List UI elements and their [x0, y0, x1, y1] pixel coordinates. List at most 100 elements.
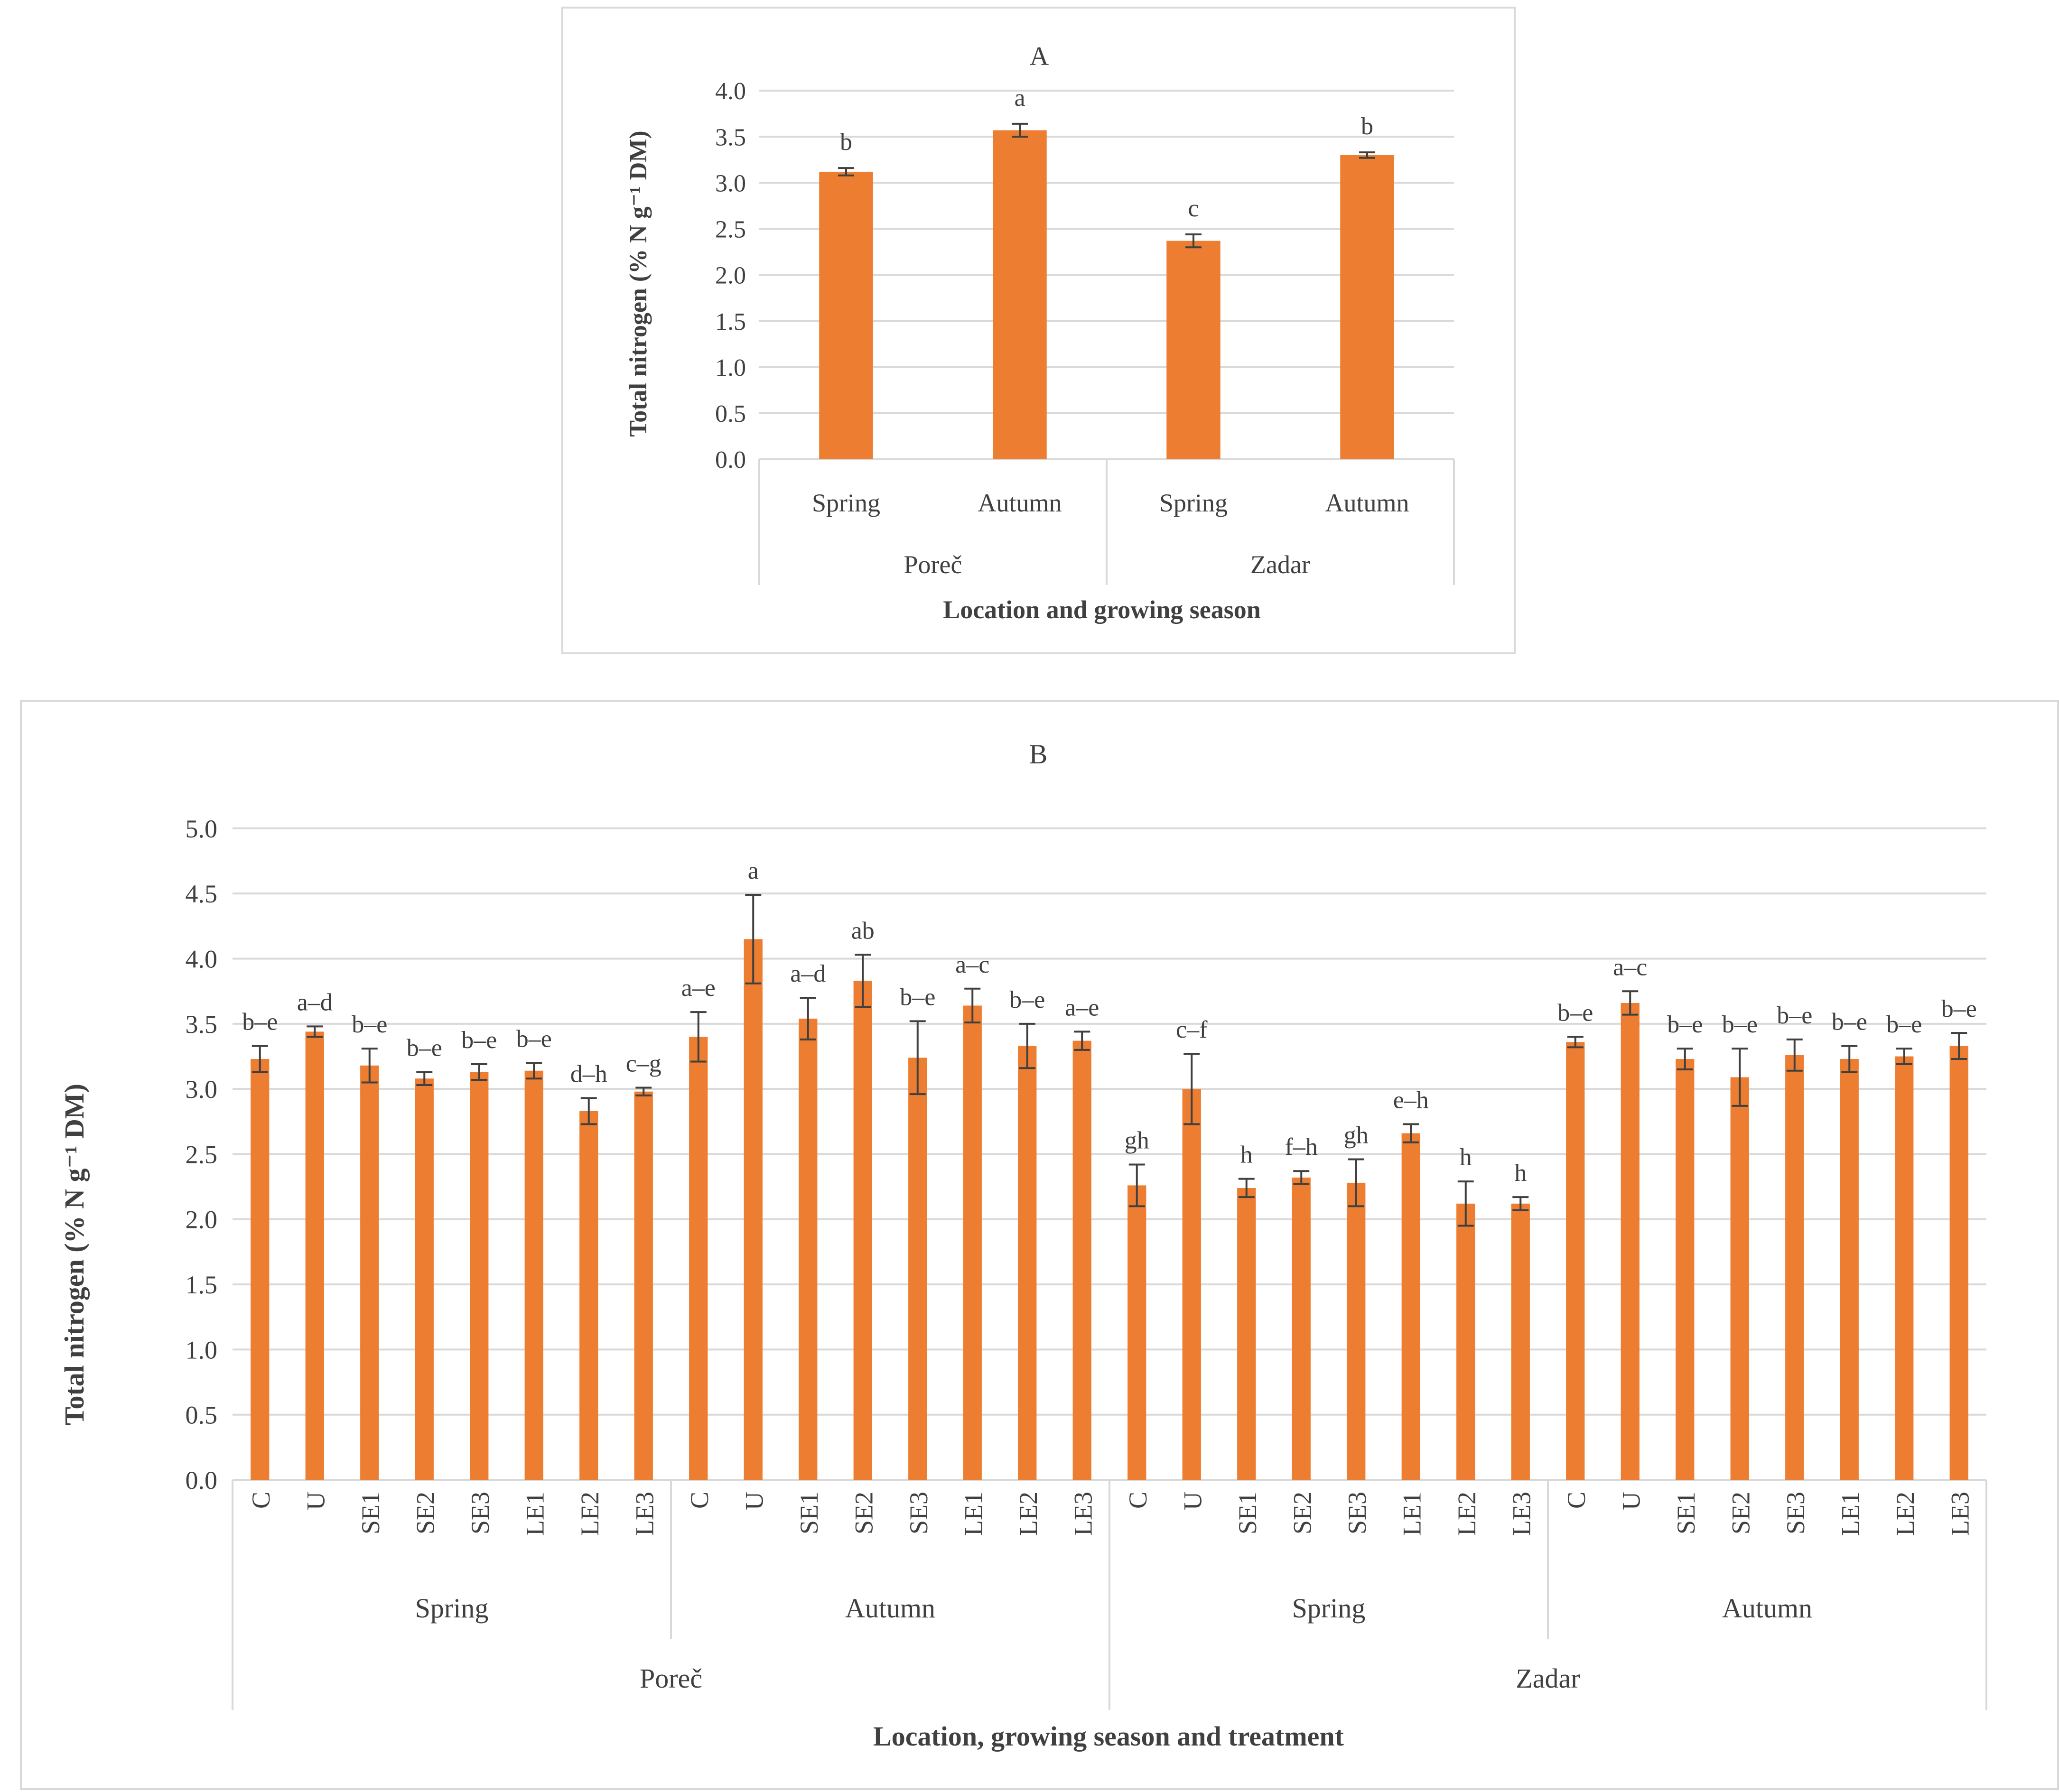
significance-letter: b–e [516, 1025, 552, 1052]
x-treatment-label: C [1124, 1492, 1152, 1509]
y-tick-label: 2.0 [715, 262, 746, 289]
x-treatment-label: LE3 [630, 1492, 659, 1536]
x-season-label: Autumn [845, 1593, 935, 1624]
bar [853, 981, 872, 1480]
x-treatment-label: SE1 [356, 1492, 385, 1534]
significance-letter: b–e [242, 1009, 278, 1036]
x-location-label: Poreč [640, 1663, 702, 1694]
bar [1676, 1059, 1695, 1480]
y-tick-label: 3.0 [186, 1075, 218, 1104]
y-tick-label: 0.0 [186, 1466, 218, 1495]
x-treatment-label: SE3 [1781, 1492, 1810, 1534]
significance-letter: b–e [407, 1035, 442, 1062]
y-tick-label: 0.0 [715, 446, 746, 474]
bar [993, 130, 1047, 460]
chart-b-ylabel: Total nitrogen (% N g⁻¹ DM) [59, 1084, 90, 1425]
x-location-label: Zadar [1516, 1663, 1580, 1694]
bar [1401, 1133, 1420, 1480]
significance-letter: a–e [681, 975, 716, 1002]
bar [1895, 1056, 1914, 1480]
chart-a-xlabel: Location and growing season [943, 595, 1261, 624]
x-category-label: Spring [1159, 489, 1228, 517]
chart-a-ylabel: Total nitrogen (% N g⁻¹ DM) [625, 130, 652, 436]
y-tick-label: 2.5 [715, 216, 746, 243]
x-treatment-label: LE1 [959, 1492, 988, 1536]
bar [1347, 1182, 1366, 1480]
bar [415, 1078, 434, 1480]
significance-letter: f–h [1285, 1133, 1318, 1161]
y-tick-label: 0.5 [186, 1401, 218, 1430]
bar [1785, 1055, 1804, 1480]
bar [360, 1065, 379, 1480]
x-season-label: Spring [415, 1593, 489, 1624]
y-tick-label: 0.5 [715, 400, 746, 427]
bar [1182, 1089, 1201, 1480]
bar [1566, 1042, 1585, 1480]
bar [1949, 1046, 1968, 1480]
significance-letter: b–e [900, 984, 935, 1011]
bar [305, 1031, 324, 1480]
x-treatment-label: U [301, 1492, 330, 1510]
x-treatment-label: SE2 [411, 1492, 439, 1534]
significance-letter: a–e [1065, 994, 1099, 1021]
x-treatment-label: U [1617, 1492, 1645, 1510]
significance-letter: b–e [1886, 1011, 1922, 1038]
significance-letter: b–e [1722, 1011, 1758, 1038]
bar [251, 1059, 270, 1480]
significance-letter: gh [1125, 1127, 1149, 1154]
x-treatment-label: SE3 [1343, 1492, 1371, 1534]
chart-b-svg: B Total nitrogen (% N g⁻¹ DM) Location, … [59, 739, 1987, 1752]
y-tick-label: 3.5 [715, 124, 746, 151]
x-category-label: Autumn [978, 489, 1062, 517]
bar [1840, 1059, 1859, 1480]
significance-letter: h [1460, 1144, 1472, 1171]
chart-b-xlabel: Location, growing season and treatment [873, 1721, 1344, 1752]
significance-letter: b [1361, 113, 1373, 140]
bar [1730, 1077, 1749, 1480]
significance-letter: c–f [1176, 1016, 1208, 1043]
significance-letter: b–e [1667, 1011, 1703, 1038]
bar [963, 1005, 982, 1480]
x-treatment-label: SE1 [1233, 1492, 1262, 1534]
bar [579, 1111, 598, 1480]
chart-a-svg: A Total nitrogen (% N g⁻¹ DM) Location a… [625, 42, 1455, 624]
x-treatment-label: LE2 [1014, 1492, 1043, 1536]
y-tick-label: 1.5 [715, 308, 746, 335]
bar [1018, 1046, 1037, 1480]
significance-letter: a [1014, 84, 1025, 111]
significance-letter: d–h [570, 1060, 607, 1087]
x-treatment-label: LE1 [1398, 1492, 1426, 1536]
y-tick-label: 4.0 [715, 78, 746, 105]
x-treatment-label: LE1 [521, 1492, 549, 1536]
significance-letter: gh [1344, 1122, 1369, 1149]
bar [1127, 1185, 1146, 1480]
significance-letter: b–e [461, 1027, 497, 1054]
bar [524, 1070, 543, 1480]
significance-letter: b–e [1941, 995, 1977, 1022]
significance-letter: c–g [626, 1050, 661, 1077]
bar [1456, 1203, 1475, 1480]
x-treatment-label: LE2 [1891, 1492, 1919, 1536]
significance-letter: b–e [1777, 1002, 1812, 1029]
significance-letter: h [1240, 1142, 1253, 1169]
y-tick-label: 4.5 [186, 880, 218, 908]
significance-letter: a–d [790, 960, 826, 987]
chart-a-title: A [1030, 42, 1049, 71]
significance-letter: h [1514, 1160, 1527, 1187]
x-treatment-label: SE3 [466, 1492, 494, 1534]
significance-letter: b–e [1832, 1009, 1867, 1036]
y-tick-label: 5.0 [186, 815, 218, 843]
bar [1237, 1188, 1256, 1480]
significance-letter: b–e [1557, 999, 1593, 1026]
chart-panel-a: A Total nitrogen (% N g⁻¹ DM) Location a… [561, 7, 1516, 654]
x-category-label: Autumn [1325, 489, 1409, 517]
x-treatment-label: C [247, 1492, 275, 1509]
significance-letter: ab [851, 917, 875, 944]
bar [1621, 1003, 1640, 1480]
x-treatment-label: SE3 [904, 1492, 933, 1534]
bar [1072, 1040, 1091, 1480]
bar [1292, 1177, 1311, 1480]
y-tick-label: 1.0 [186, 1336, 218, 1364]
y-tick-label: 1.5 [186, 1271, 218, 1299]
x-group-label: Poreč [904, 550, 962, 579]
